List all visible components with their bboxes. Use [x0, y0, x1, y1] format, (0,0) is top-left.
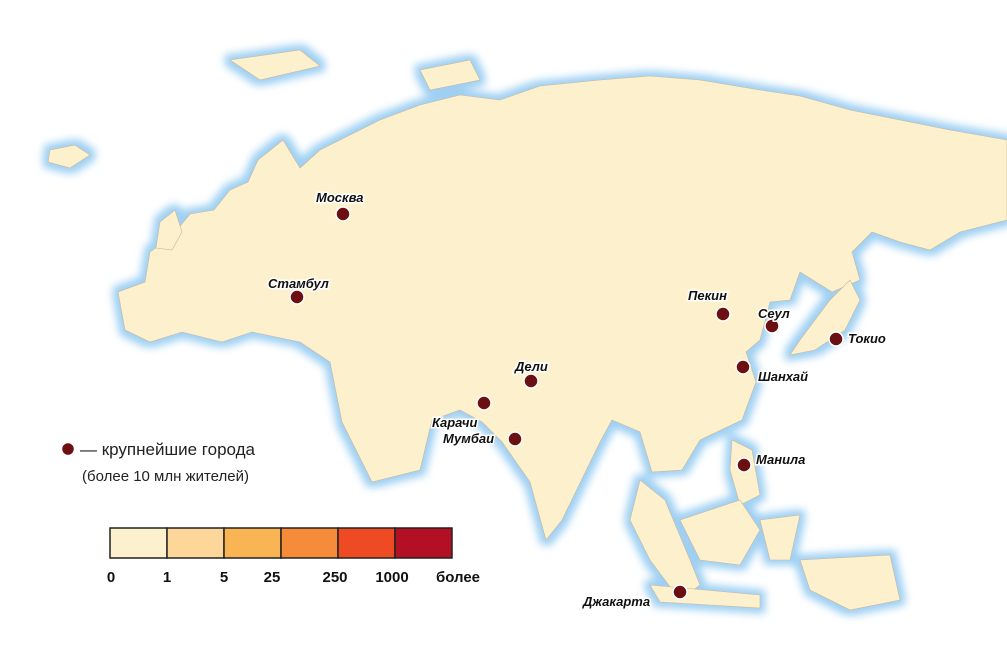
city-marker — [335, 206, 351, 222]
scale-tick: 0 — [107, 569, 115, 586]
cities: Москва Стамбул Пекин Сеул Токио Шанхай Дели Кар… — [267, 189, 888, 611]
scale-tick: 1000 — [375, 569, 408, 586]
scale-tick: 25 — [264, 569, 281, 586]
city-label: Стамбул — [268, 276, 329, 291]
legend-note: (более 10 млн жителей) — [82, 468, 249, 485]
color-scale: 0 1 5 25 250 1000 более — [107, 527, 480, 586]
city-label: Мумбаи — [443, 431, 494, 446]
scale-box — [109, 527, 168, 559]
scale-box — [337, 527, 396, 559]
scale-box — [166, 527, 225, 559]
city-marker — [715, 306, 731, 322]
scale-tick: 5 — [220, 569, 228, 586]
city-marker — [672, 584, 688, 600]
city-marker — [736, 457, 752, 473]
city-marker — [289, 289, 305, 305]
scale-box — [394, 527, 453, 559]
city-label: Пекин — [688, 288, 727, 303]
scale-tick: 250 — [322, 569, 347, 586]
scale-tick: более — [436, 569, 480, 586]
city-label: Сеул — [758, 306, 790, 321]
scale-box — [280, 527, 339, 559]
city-marker — [507, 431, 523, 447]
city-marker — [764, 318, 780, 334]
scale-box — [223, 527, 282, 559]
city-label: Карачи — [432, 415, 477, 430]
legend-marker — [60, 441, 76, 457]
city-label: Джакарта — [582, 594, 650, 609]
city-label: Шанхай — [758, 369, 808, 384]
legend-label: — крупнейшие города — [80, 440, 256, 459]
city-marker — [476, 395, 492, 411]
city-marker — [523, 373, 539, 389]
land — [47, 49, 1007, 611]
scale-tick: 1 — [163, 569, 171, 586]
legend: — крупнейшие города (более 10 млн жителе… — [60, 440, 256, 485]
city-label: Москва — [316, 190, 364, 205]
city-label: Токио — [848, 331, 886, 346]
city-marker — [828, 331, 844, 347]
city-label: Дели — [514, 359, 548, 374]
city-marker — [735, 359, 751, 375]
city-label: Манила — [756, 452, 805, 467]
